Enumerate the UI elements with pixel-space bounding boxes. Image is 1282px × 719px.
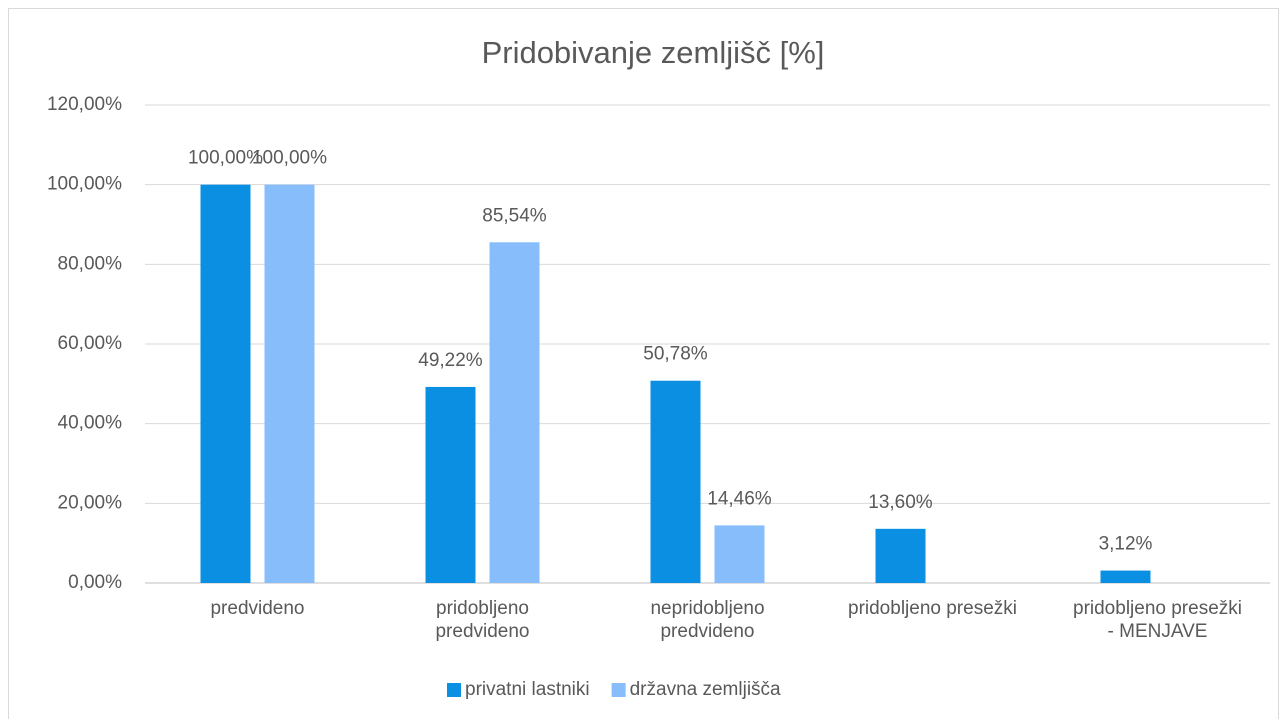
bar (1100, 570, 1151, 583)
legend-label: privatni lastniki (465, 679, 590, 700)
data-label: 3,12% (1099, 534, 1153, 555)
x-tick-label: pridobljeno presežki (848, 598, 1017, 619)
data-label: 13,60% (868, 492, 933, 513)
data-label: 85,54% (482, 205, 547, 226)
bar (650, 380, 701, 583)
data-label: 14,46% (707, 488, 772, 509)
y-tick-label: 60,00% (58, 333, 123, 354)
bar (264, 184, 315, 583)
chart-title: Pridobivanje zemljišč [%] (482, 35, 825, 70)
y-tick-label: 100,00% (47, 174, 122, 195)
bar (425, 386, 476, 583)
x-tick-label: pridobljeno presežki - MENJAVE (1073, 598, 1242, 642)
data-label: 100,00% (188, 148, 263, 169)
data-label: 49,22% (418, 350, 483, 371)
data-label: 50,78% (643, 344, 708, 365)
bar (200, 184, 251, 583)
bar (714, 525, 765, 583)
y-tick-label: 0,00% (68, 572, 122, 593)
bar (875, 528, 926, 583)
legend-label: državna zemljišča (630, 679, 781, 700)
data-label: 100,00% (252, 148, 327, 169)
y-tick-label: 40,00% (58, 413, 123, 434)
legend-swatch (611, 683, 626, 697)
bar (489, 242, 540, 583)
y-tick-label: 80,00% (58, 253, 123, 274)
x-tick-label: predvideno (210, 598, 305, 619)
legend-swatch (447, 683, 461, 697)
y-tick-label: 120,00% (47, 94, 122, 115)
y-tick-label: 20,00% (58, 492, 123, 513)
x-tick-label: nepridobljeno predvideno (650, 598, 765, 642)
x-tick-label: pridobljeno predvideno (435, 598, 530, 642)
